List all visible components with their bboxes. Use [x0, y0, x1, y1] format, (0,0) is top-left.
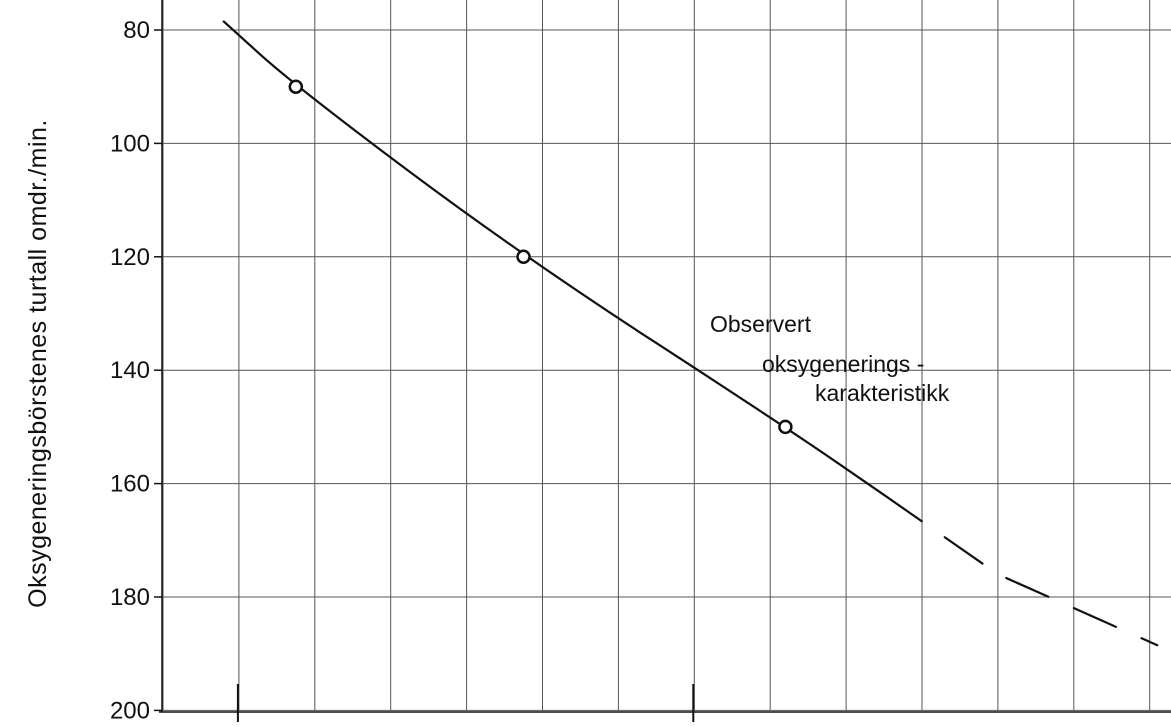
y-axis-label-container: Oksygeneringsbörstenes turtall omdr./min… [8, 0, 68, 727]
data-point-marker [288, 79, 304, 94]
y-tick-label: 120 [110, 244, 150, 271]
y-tick-label: 180 [110, 584, 150, 611]
y-tick-label: 160 [110, 471, 150, 498]
series-line-solid [222, 20, 886, 497]
y-axis-label: Oksygeneringsbörstenes turtall omdr./min… [23, 119, 52, 608]
annotation-line: Observert [710, 311, 812, 337]
y-tick-label: 80 [123, 17, 150, 44]
data-point-marker [516, 249, 531, 265]
y-tick-label: 100 [110, 130, 150, 157]
annotation-line: karakteristikk [815, 380, 950, 406]
y-tick-label: 140 [110, 357, 150, 384]
data-point-marker [778, 419, 793, 435]
y-tick-label: 200 [110, 697, 150, 724]
series-line-dashed [882, 493, 1159, 647]
annotation-line: oksygenerings - [762, 351, 924, 377]
